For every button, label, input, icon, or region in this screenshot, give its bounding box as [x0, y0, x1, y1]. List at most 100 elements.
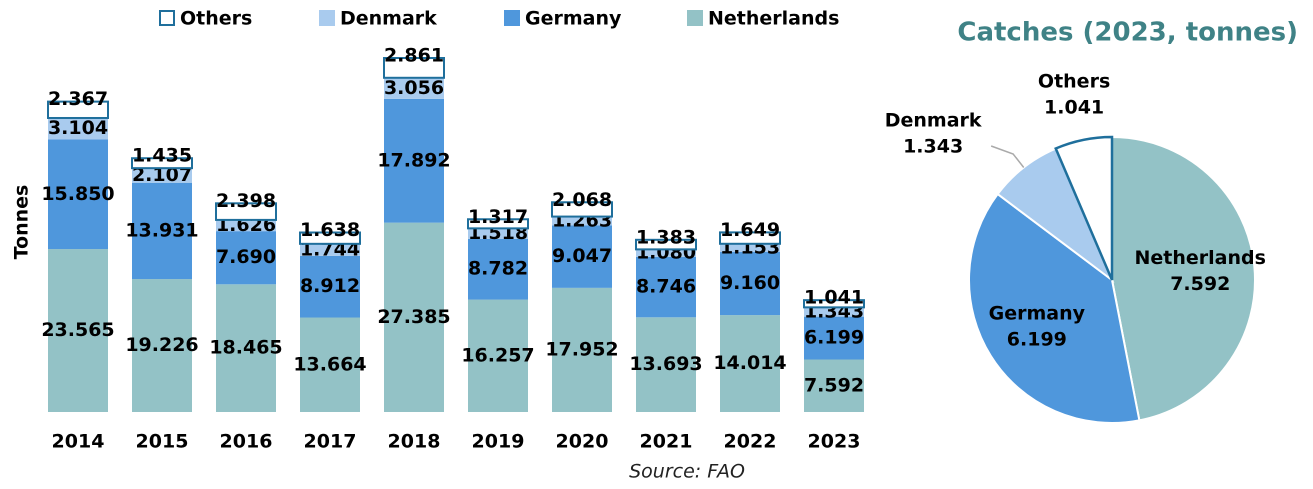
bar-segment: [636, 317, 696, 412]
bar-segment: [803, 299, 865, 309]
value-label: 1.649: [720, 219, 780, 241]
bar-segment: [384, 77, 444, 99]
value-label: 3.104: [48, 117, 108, 139]
bar-segment: [215, 202, 277, 221]
value-label: 1.041: [804, 287, 864, 309]
pie-label: Others: [1038, 71, 1110, 93]
bar-segment: [468, 299, 528, 412]
bar-segment: [216, 231, 276, 285]
x-tick-label: 2016: [220, 431, 273, 453]
leader-line: [990, 145, 1025, 168]
value-label: 13.931: [125, 219, 198, 241]
value-label: 9.160: [720, 272, 780, 294]
value-label: 7.592: [804, 374, 864, 396]
x-tick-label: 2021: [640, 431, 693, 453]
bar-segment: [720, 243, 780, 252]
x-tick-label: 2015: [136, 431, 189, 453]
value-label: 18.465: [209, 337, 282, 359]
value-label: 8.746: [636, 276, 696, 298]
value-label: 17.952: [545, 338, 618, 360]
value-label: 2.068: [552, 189, 612, 211]
bar-segment: [467, 218, 529, 230]
bar-segment: [552, 225, 612, 288]
bar-segment: [299, 231, 361, 245]
value-label: 17.892: [377, 149, 450, 171]
value-label: 13.664: [293, 353, 366, 375]
bar-segment: [804, 316, 864, 360]
pie-slice: [1054, 135, 1114, 281]
bar-segment: [132, 168, 192, 183]
bar-segment: [300, 317, 360, 412]
value-label: 2.367: [48, 88, 108, 110]
legend-label: Others: [180, 8, 252, 30]
bar-segment: [468, 238, 528, 300]
legend-label: Denmark: [340, 8, 437, 30]
bar-segment: [636, 249, 696, 257]
x-tick-label: 2018: [388, 431, 441, 453]
value-label: 1.435: [132, 145, 192, 167]
x-tick-label: 2019: [472, 431, 525, 453]
bar-segment: [384, 98, 444, 223]
pie-value: 1.041: [1044, 97, 1104, 119]
bar-segment: [552, 287, 612, 412]
bar-segment: [720, 315, 780, 412]
pie-value: 7.592: [1170, 273, 1230, 295]
x-tick-label: 2014: [52, 431, 105, 453]
bar-segment: [131, 157, 193, 170]
x-tick-label: 2023: [808, 431, 861, 453]
x-tick-label: 2022: [724, 431, 777, 453]
bar-segment: [132, 182, 192, 280]
pie-slice: [1111, 135, 1256, 422]
value-label: 23.565: [41, 319, 114, 341]
value-label: 3.056: [384, 77, 444, 99]
pie-value: 6.199: [1007, 329, 1067, 351]
value-label: 9.047: [552, 245, 612, 267]
bar-segment: [216, 284, 276, 412]
value-label: 16.257: [461, 344, 534, 366]
bar-segment: [720, 251, 780, 316]
value-label: 8.912: [300, 275, 360, 297]
bar-segment: [300, 255, 360, 318]
value-label: 6.199: [804, 327, 864, 349]
bar-segment: [636, 256, 696, 318]
bar-segment: [48, 139, 108, 250]
bar-segment: [47, 100, 109, 119]
bar-segment: [132, 279, 192, 412]
pie-slice: [968, 192, 1141, 424]
bar-segment: [383, 57, 445, 79]
x-tick-label: 2017: [304, 431, 357, 453]
value-label: 2.861: [384, 45, 444, 67]
bar-segment: [804, 359, 864, 412]
pie-label: Germany: [989, 303, 1086, 325]
x-tick-label: 2020: [556, 431, 609, 453]
bar-segment: [552, 216, 612, 226]
value-label: 2.107: [132, 164, 192, 186]
pie-title: Catches (2023, tonnes): [957, 18, 1298, 48]
bar-segment: [719, 231, 781, 245]
bar-segment: [804, 307, 864, 317]
bar-segment: [300, 243, 360, 256]
value-label: 27.385: [377, 306, 450, 328]
bar-segment: [551, 201, 613, 218]
bar-segment: [48, 117, 108, 140]
value-label: 2.398: [216, 190, 276, 212]
bar-segment: [635, 238, 697, 251]
value-label: 15.850: [41, 183, 114, 205]
bar-segment: [468, 228, 528, 239]
pie-label: Netherlands: [1135, 247, 1266, 269]
value-label: 14.014: [713, 352, 786, 374]
value-label: 1.383: [636, 226, 696, 248]
legend-swatch: [687, 10, 703, 26]
legend-swatch: [319, 10, 335, 26]
pie-value: 1.343: [903, 135, 963, 157]
value-label: 19.226: [125, 334, 198, 356]
legend-swatch: [504, 10, 520, 26]
bar-segment: [384, 222, 444, 412]
legend-swatch: [159, 10, 175, 26]
bar-segment: [216, 219, 276, 232]
y-axis-label: Tonnes: [11, 185, 33, 260]
legend-label: Netherlands: [708, 8, 839, 30]
source: Source: FAO: [629, 461, 745, 483]
value-label: 13.693: [629, 353, 702, 375]
